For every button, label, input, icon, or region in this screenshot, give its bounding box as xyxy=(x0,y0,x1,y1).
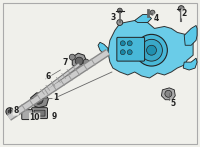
Circle shape xyxy=(69,54,75,60)
Polygon shape xyxy=(135,15,152,22)
Circle shape xyxy=(117,8,122,13)
Polygon shape xyxy=(184,25,197,45)
Circle shape xyxy=(178,6,184,12)
Circle shape xyxy=(165,90,172,97)
Polygon shape xyxy=(31,93,48,108)
Circle shape xyxy=(117,20,123,25)
FancyBboxPatch shape xyxy=(34,110,45,116)
FancyBboxPatch shape xyxy=(32,108,48,119)
Circle shape xyxy=(83,59,89,65)
Circle shape xyxy=(136,34,167,66)
Circle shape xyxy=(127,41,132,46)
Text: 4: 4 xyxy=(154,14,159,23)
Circle shape xyxy=(150,10,155,15)
Circle shape xyxy=(34,95,43,104)
Text: 3: 3 xyxy=(110,13,116,22)
Text: 5: 5 xyxy=(171,99,176,108)
Circle shape xyxy=(141,39,162,61)
Polygon shape xyxy=(72,53,86,68)
Polygon shape xyxy=(108,20,193,78)
Text: 6: 6 xyxy=(46,72,51,81)
Circle shape xyxy=(127,50,132,55)
Text: 7: 7 xyxy=(63,58,68,67)
Circle shape xyxy=(8,110,12,113)
Circle shape xyxy=(6,108,14,116)
Text: 2: 2 xyxy=(182,9,187,18)
Polygon shape xyxy=(161,88,175,100)
Circle shape xyxy=(147,45,156,55)
FancyBboxPatch shape xyxy=(117,37,145,61)
Circle shape xyxy=(120,50,125,55)
Text: 8: 8 xyxy=(13,106,18,115)
Text: 10: 10 xyxy=(29,113,40,122)
Circle shape xyxy=(75,57,83,65)
Polygon shape xyxy=(98,42,108,55)
Circle shape xyxy=(120,41,125,46)
FancyBboxPatch shape xyxy=(22,110,33,120)
Text: 9: 9 xyxy=(52,112,57,121)
Text: 1: 1 xyxy=(53,93,58,102)
Polygon shape xyxy=(183,58,197,70)
